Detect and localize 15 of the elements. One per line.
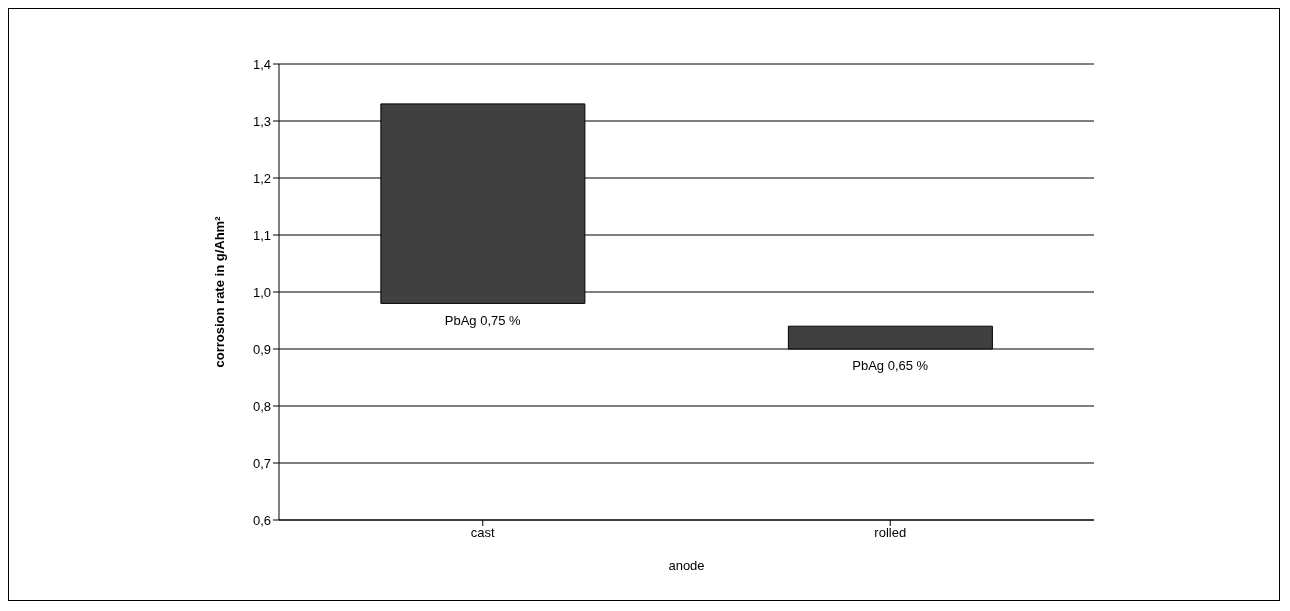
y-axis-title: corrosion rate in g/Ahm² — [211, 215, 227, 368]
x-axis-title: anode — [668, 558, 705, 573]
y-tick-label: 1,1 — [252, 227, 271, 243]
annotation: PbAg 0,65 % — [852, 358, 929, 374]
y-tick-label: 1,4 — [252, 56, 271, 72]
y-tick-label: 0,9 — [252, 341, 271, 357]
x-tick-label: rolled — [874, 525, 907, 541]
y-tick-label: 1,2 — [252, 170, 271, 186]
x-tick-label: cast — [470, 525, 496, 541]
y-tick-label: 0,8 — [252, 398, 271, 414]
y-tick-label: 0,7 — [252, 455, 271, 471]
annotation: PbAg 0,75 % — [444, 312, 522, 328]
y-tick-label: 0,6 — [252, 512, 271, 528]
y-tick-label: 1,3 — [252, 113, 271, 129]
y-tick-label: 1,0 — [252, 284, 271, 300]
